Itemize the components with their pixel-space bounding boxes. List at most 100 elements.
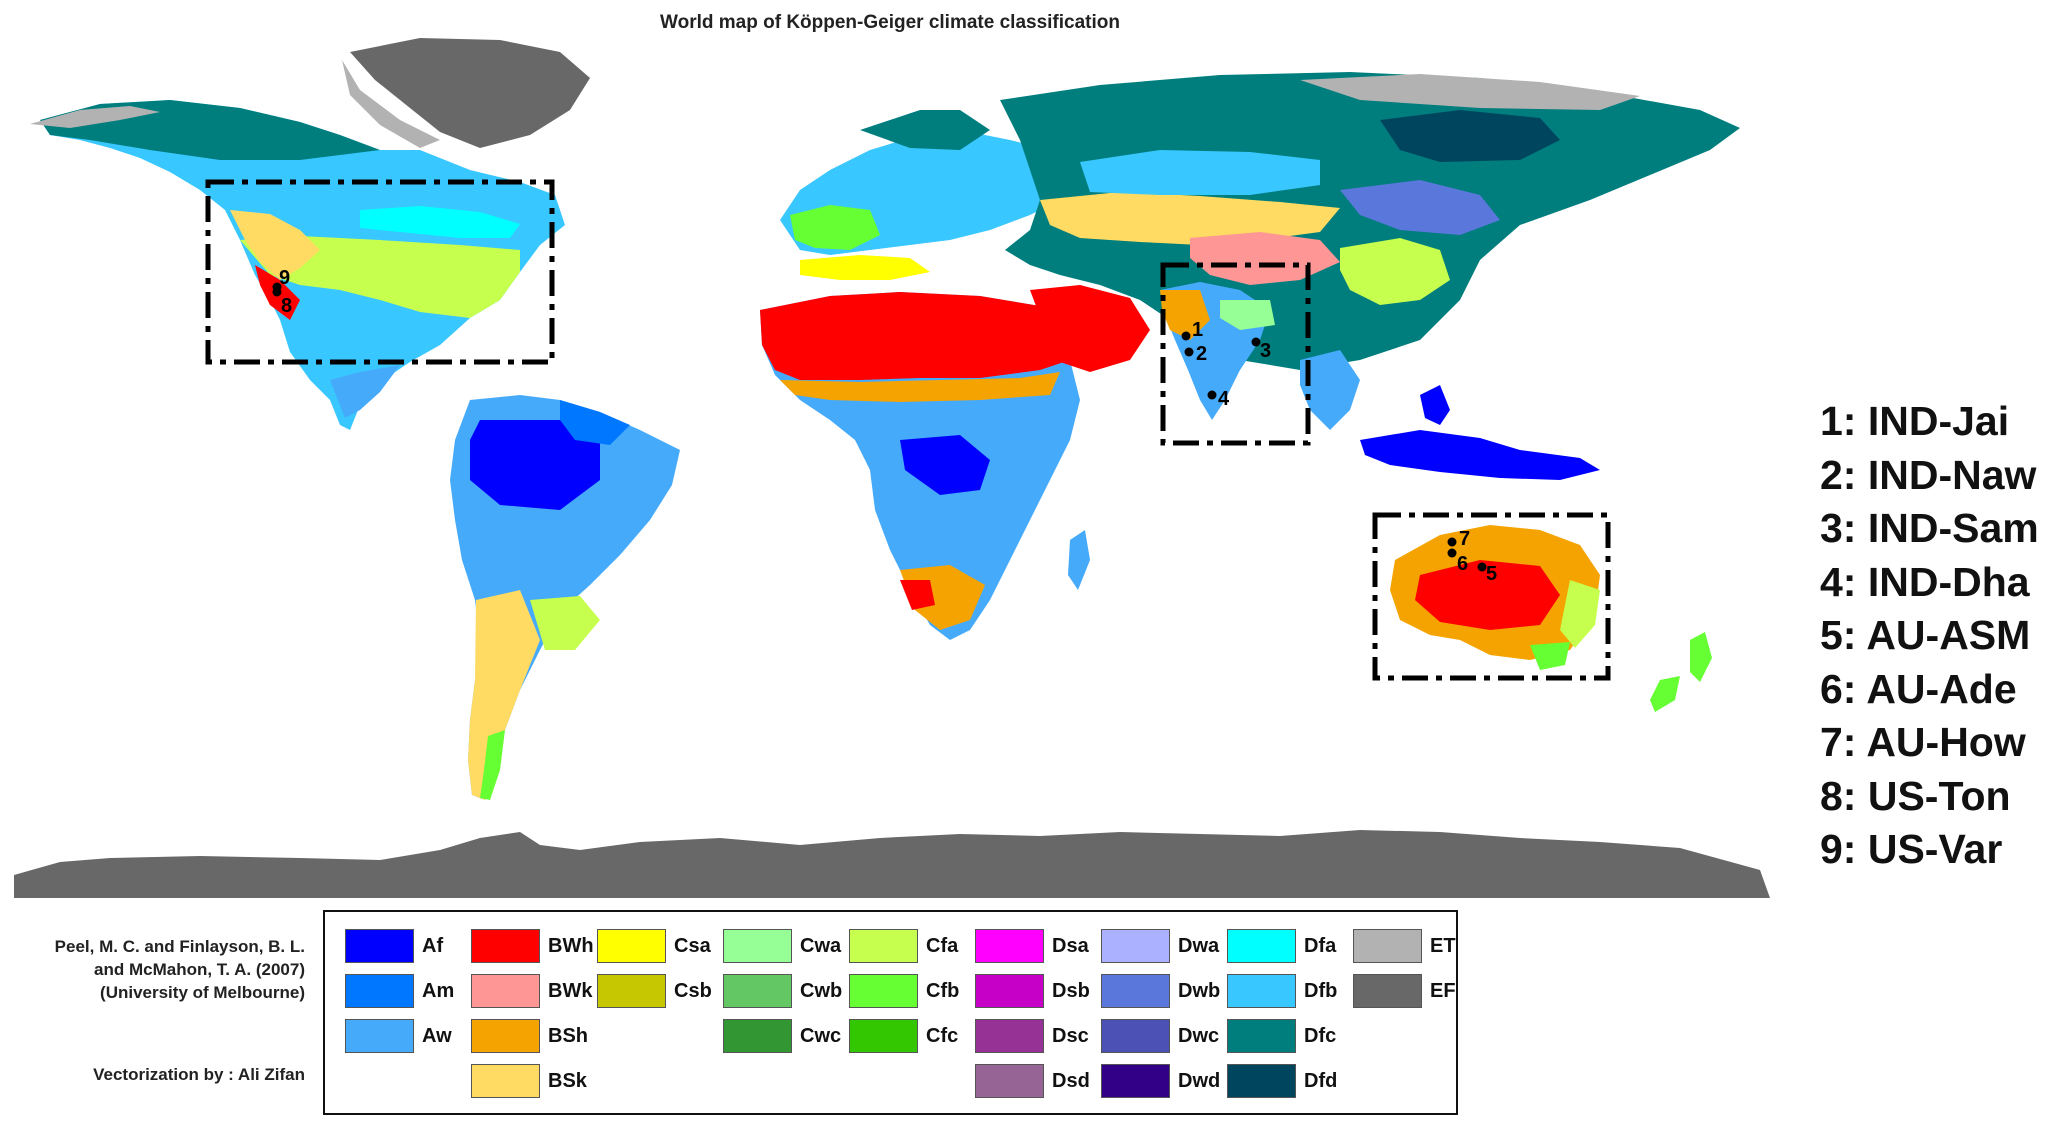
legend-label: Dfd	[1304, 1070, 1338, 1092]
legend-swatch	[723, 974, 792, 1008]
legend-label: Am	[422, 980, 455, 1002]
site-list-item: 7: AU-How	[1820, 719, 2026, 765]
legend-swatch	[849, 1019, 918, 1053]
legend-swatch	[1227, 1064, 1296, 1098]
legend-label: Dwb	[1178, 980, 1221, 1002]
legend-label: Dsb	[1052, 980, 1090, 1002]
vectorization-credit: Vectorization by : Ali Zifan	[93, 1065, 305, 1084]
legend-label: BSk	[548, 1070, 587, 1092]
legend-swatch	[1353, 929, 1422, 963]
legend-label: Dsc	[1052, 1025, 1089, 1047]
site-marker-1	[1181, 331, 1191, 341]
world-climate-map: 1 2 3 4 5 6 7 8 9	[14, 38, 1770, 898]
legend-swatch	[849, 929, 918, 963]
legend-swatch	[849, 974, 918, 1008]
site-marker-4	[1207, 390, 1217, 400]
legend-label: Dfc	[1304, 1025, 1337, 1047]
legend-swatch	[471, 1064, 540, 1098]
legend-swatch	[471, 929, 540, 963]
legend-swatch	[1101, 974, 1170, 1008]
site-marker-5	[1477, 562, 1487, 572]
reference-line: (University of Melbourne)	[100, 983, 305, 1002]
site-label-6: 6	[1457, 553, 1468, 575]
site-label-2: 2	[1196, 343, 1207, 365]
site-list-item: 8: US-Ton	[1820, 772, 2011, 819]
legend-swatch	[471, 974, 540, 1008]
legend-swatch	[975, 974, 1044, 1008]
legend-swatch	[597, 929, 666, 963]
legend-label: Cfa	[926, 935, 959, 957]
legend-label: BWh	[548, 935, 594, 957]
legend-label: Cwb	[800, 980, 843, 1002]
legend-swatch	[345, 929, 414, 963]
legend-swatch	[345, 974, 414, 1008]
legend-label: Aw	[422, 1025, 452, 1047]
region-box-australia	[1372, 512, 1611, 681]
map-title: World map of Köppen-Geiger climate class…	[660, 12, 1120, 33]
legend-label: Dsa	[1052, 935, 1089, 957]
greenland	[350, 38, 590, 148]
legend-label: Dfb	[1304, 980, 1338, 1002]
site-list-item: 5: AU-ASM	[1820, 612, 2031, 658]
legend-label: Dwa	[1178, 935, 1220, 957]
site-label-4: 4	[1218, 388, 1230, 410]
antarctica	[14, 830, 1770, 898]
site-marker-2	[1184, 347, 1194, 357]
arabia	[1030, 285, 1150, 372]
legend-swatch	[975, 1064, 1044, 1098]
legend-label: EF	[1430, 980, 1456, 1002]
new-zealand	[1690, 632, 1712, 682]
site-label-1: 1	[1192, 319, 1203, 341]
reference-line: Peel, M. C. and Finlayson, B. L.	[54, 937, 305, 956]
site-list-item: 6: AU-Ade	[1820, 665, 2017, 712]
legend-swatch	[723, 1019, 792, 1053]
legend-swatch	[975, 929, 1044, 963]
legend-label: Dwc	[1178, 1025, 1220, 1047]
legend-swatch	[1227, 929, 1296, 963]
legend-label: Dfa	[1304, 935, 1337, 957]
legend-label: Cwc	[800, 1025, 842, 1047]
site-marker-3	[1251, 337, 1261, 347]
region-box-north-america	[205, 179, 555, 365]
legend-swatch	[1353, 974, 1422, 1008]
legend-label: Af	[422, 935, 444, 957]
site-list-item: 9: US-Var	[1820, 826, 2003, 872]
site-label-9: 9	[279, 267, 290, 289]
legend-swatch	[1101, 929, 1170, 963]
legend-label: Cfb	[926, 980, 960, 1002]
legend-label: Csb	[674, 980, 712, 1002]
site-list-item: 1: IND-Jai	[1820, 398, 2010, 444]
site-list: 1: IND-Jai 2: IND-Naw 3: IND-Sam 4: IND-…	[1820, 395, 2039, 877]
site-label-8: 8	[281, 295, 292, 317]
legend-label: Dsd	[1052, 1070, 1090, 1092]
legend-label: Csa	[674, 935, 711, 957]
site-list-item: 4: IND-Dha	[1820, 558, 2030, 605]
legend-swatch	[1101, 1064, 1170, 1098]
legend-swatch	[1101, 1019, 1170, 1053]
site-label-3: 3	[1260, 340, 1271, 362]
legend-swatch	[1227, 974, 1296, 1008]
legend-label: ET	[1430, 935, 1456, 957]
legend-swatch	[345, 1019, 414, 1053]
reference-line: and McMahon, T. A. (2007)	[94, 960, 305, 979]
site-marker-9	[272, 282, 282, 292]
site-list-item: 3: IND-Sam	[1820, 505, 2039, 551]
study-region-boxes	[205, 179, 1611, 681]
climate-legend: Af Am Aw BWh BWk BSh BSk Csa Csb Cwa Cwb Cwc Cfa Cfb C…	[323, 910, 1458, 1115]
site-marker-7	[1447, 537, 1457, 547]
site-label-5: 5	[1486, 563, 1497, 585]
region-box-india	[1160, 262, 1311, 446]
legend-swatch	[471, 1019, 540, 1053]
legend-swatch	[975, 1019, 1044, 1053]
legend-label: BWk	[548, 980, 593, 1002]
reference-credit: Peel, M. C. and Finlayson, B. L. and McM…	[0, 935, 305, 1004]
legend-label: Cwa	[800, 935, 842, 957]
site-marker-6	[1447, 548, 1457, 558]
legend-swatch	[1227, 1019, 1296, 1053]
site-list-item: 2: IND-Naw	[1820, 451, 2037, 498]
legend-label: BSh	[548, 1025, 588, 1047]
legend-label: Dwd	[1178, 1070, 1221, 1092]
legend-swatch	[723, 929, 792, 963]
legend-label: Cfc	[926, 1025, 959, 1047]
legend-swatch	[597, 974, 666, 1008]
